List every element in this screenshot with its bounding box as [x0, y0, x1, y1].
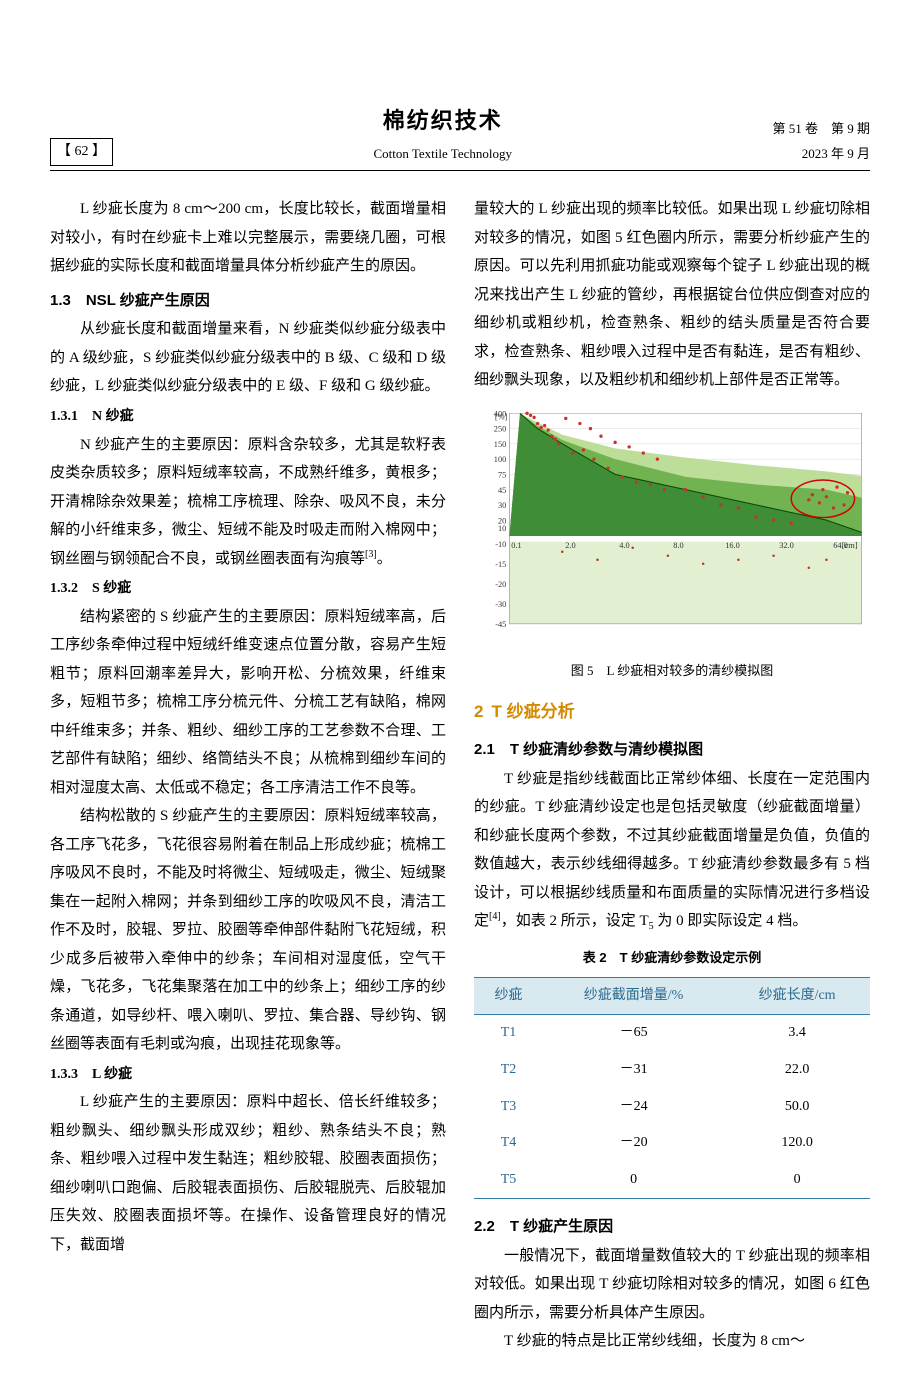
table-cell: 0: [724, 1162, 870, 1199]
para-l-defect-length: L 纱疵长度为 8 cm～200 cm，长度比较长，截面增量相对较小，有时在纱疵…: [50, 195, 446, 281]
svg-text:2.0: 2.0: [565, 541, 575, 550]
table-2: 纱疵 纱疵截面增量/% 纱疵长度/cm T1－653.4T2－3122.0T3－…: [474, 977, 870, 1200]
para-n-defect-text: N 纱疵产生的主要原因：原料含杂较多，尤其是软籽表皮类杂质较多；原料短绒率较高，…: [50, 437, 446, 567]
table-cell: －31: [543, 1052, 724, 1089]
volume-issue: 第 51 卷 第 9 期: [772, 117, 870, 142]
publish-date: 2023 年 9 月: [772, 142, 870, 167]
journal-title: 棉纺织技术 Cotton Textile Technology: [113, 100, 772, 166]
main-content: L 纱疵长度为 8 cm～200 cm，长度比较长，截面增量相对较小，有时在纱疵…: [50, 195, 870, 1355]
svg-text:-45: -45: [495, 620, 506, 629]
para-s-defect-tight: 结构紧密的 S 纱疵产生的主要原因：原料短绒率高，后工序纱条牵伸过程中短绒纤维变…: [50, 603, 446, 803]
svg-text:8.0: 8.0: [673, 541, 683, 550]
heading-1-3-1: 1.3.1 N 纱疵: [50, 404, 446, 431]
para-s-defect-loose: 结构松散的 S 纱疵产生的主要原因：原料短绒率较高，各工序飞花多，飞花很容易附着…: [50, 802, 446, 1059]
table-cell: 22.0: [724, 1052, 870, 1089]
journal-title-cn: 棉纺织技术: [113, 100, 772, 142]
ref-4: [4]: [489, 911, 501, 922]
table-cell: －24: [543, 1089, 724, 1126]
table-2-caption: 表 2 T 纱疵清纱参数设定示例: [474, 946, 870, 971]
svg-text:[cm]: [cm]: [842, 541, 858, 550]
para-t-params: T 纱疵是指纱线截面比正常纱体细、长度在一定范围内的纱疵。T 纱疵清纱设定也是包…: [474, 765, 870, 937]
table-cell: T1: [474, 1015, 543, 1052]
table-row: T4－20120.0: [474, 1125, 870, 1162]
journal-title-en: Cotton Textile Technology: [113, 142, 772, 167]
left-column: L 纱疵长度为 8 cm～200 cm，长度比较长，截面增量相对较小，有时在纱疵…: [50, 195, 446, 1355]
heading-1-3-2: 1.3.2 S 纱疵: [50, 576, 446, 603]
table-cell: 120.0: [724, 1125, 870, 1162]
table-cell: 3.4: [724, 1015, 870, 1052]
para-t-params-b: ，如表 2 所示，设定 T: [501, 913, 649, 929]
para-n-defect: N 纱疵产生的主要原因：原料含杂较多，尤其是软籽表皮类杂质较多；原料短绒率较高，…: [50, 431, 446, 574]
para-t-cause-2: T 纱疵的特点是比正常纱线细，长度为 8 cm～: [474, 1327, 870, 1356]
heading-2-2: 2.2 T 纱疵产生原因: [474, 1213, 870, 1242]
ref-3: [3]: [365, 549, 377, 560]
svg-text:-20: -20: [495, 580, 506, 589]
table-cell: T4: [474, 1125, 543, 1162]
table-cell: T2: [474, 1052, 543, 1089]
table-cell: T3: [474, 1089, 543, 1126]
para-l-defect-cont: 量较大的 L 纱疵出现的频率比较低。如果出现 L 纱疵切除相对较多的情况，如图 …: [474, 195, 870, 395]
svg-text:75: 75: [498, 470, 506, 479]
svg-text:400: 400: [494, 409, 507, 418]
svg-text:-30: -30: [495, 600, 506, 609]
para-t-params-a: T 纱疵是指纱线截面比正常纱体细、长度在一定范围内的纱疵。T 纱疵清纱设定也是包…: [474, 771, 870, 930]
svg-text:150: 150: [494, 440, 507, 449]
svg-text:32.0: 32.0: [779, 541, 794, 550]
issue-info: 第 51 卷 第 9 期 2023 年 9 月: [772, 117, 870, 166]
svg-text:-15: -15: [495, 560, 506, 569]
svg-text:100: 100: [494, 455, 507, 464]
page-header: 【 62 】 棉纺织技术 Cotton Textile Technology 第…: [50, 100, 870, 171]
para-nsl-classify: 从纱疵长度和截面增量来看，N 纱疵类似纱疵分级表中的 A 级纱疵，S 纱疵类似纱…: [50, 315, 446, 401]
section-2-title: T 纱疵分析: [491, 702, 574, 721]
para-n-defect-end: 。: [377, 551, 392, 567]
svg-text:4.0: 4.0: [619, 541, 629, 550]
svg-text:250: 250: [494, 425, 507, 434]
table-row: T2－3122.0: [474, 1052, 870, 1089]
table-2-col-0: 纱疵: [474, 977, 543, 1015]
para-l-defect: L 纱疵产生的主要原因：原料中超长、倍长纤维较多；粗纱飘头、细纱飘头形成双纱；粗…: [50, 1088, 446, 1259]
table-2-col-1: 纱疵截面增量/%: [543, 977, 724, 1015]
svg-text:16.0: 16.0: [725, 541, 740, 550]
figure-5-chart: [%]1001502504001020304575-10-15-20-30-45…: [474, 405, 870, 645]
page-number-box: 【 62 】: [50, 138, 113, 167]
heading-1-3-3: 1.3.3 L 纱疵: [50, 1062, 446, 1089]
table-cell: 0: [543, 1162, 724, 1199]
para-t-params-c: 为 0 即实际设定 4 档。: [654, 913, 808, 929]
right-column: 量较大的 L 纱疵出现的频率比较低。如果出现 L 纱疵切除相对较多的情况，如图 …: [474, 195, 870, 1355]
table-cell: －65: [543, 1015, 724, 1052]
table-row: T1－653.4: [474, 1015, 870, 1052]
section-2-header: 2 T 纱疵分析: [474, 696, 870, 728]
svg-text:0.1: 0.1: [511, 541, 521, 550]
section-2-num: 2: [474, 702, 483, 721]
svg-text:20: 20: [498, 516, 506, 525]
svg-text:-10: -10: [495, 540, 506, 549]
svg-text:30: 30: [498, 501, 506, 510]
heading-1-3: 1.3 NSL 纱疵产生原因: [50, 287, 446, 316]
table-2-col-2: 纱疵长度/cm: [724, 977, 870, 1015]
figure-5-caption: 图 5 L 纱疵相对较多的清纱模拟图: [474, 659, 870, 684]
para-t-cause-1: 一般情况下，截面增量数值较大的 T 纱疵出现的频率相对较低。如果出现 T 纱疵切…: [474, 1242, 870, 1328]
table-cell: －20: [543, 1125, 724, 1162]
svg-text:45: 45: [498, 486, 506, 495]
table-row: T3－2450.0: [474, 1089, 870, 1126]
table-cell: 50.0: [724, 1089, 870, 1126]
table-cell: T5: [474, 1162, 543, 1199]
heading-2-1: 2.1 T 纱疵清纱参数与清纱模拟图: [474, 736, 870, 765]
page-number: 【 62 】: [50, 138, 113, 167]
table-row: T500: [474, 1162, 870, 1199]
